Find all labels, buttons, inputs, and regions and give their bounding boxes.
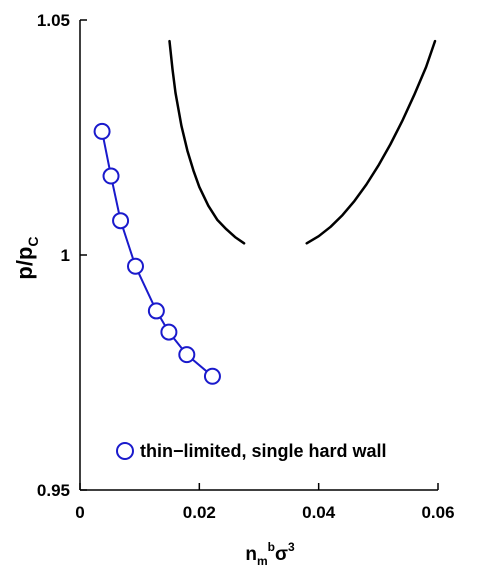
y-tick-label-0: 0.95 (37, 481, 70, 500)
x-tick-label-1: 0.02 (183, 503, 216, 522)
axes (79, 20, 438, 491)
series-0-point-5 (160, 323, 178, 341)
x-tick-label-0: 0 (75, 503, 84, 522)
series-0-point-0 (93, 122, 111, 140)
series-0-point-4 (147, 302, 165, 320)
legend: thin−limited, single hard wall (116, 441, 387, 461)
series-0-point-2 (112, 212, 130, 230)
x-tick-label-2: 0.04 (302, 503, 336, 522)
series-0-point-1 (102, 167, 120, 185)
x-axis-title-sup2: 3 (288, 540, 295, 554)
series-1-line (168, 39, 246, 245)
series-2-line (305, 39, 437, 245)
y-tick-label-1: 1 (61, 246, 70, 265)
legend-marker (116, 442, 134, 460)
series-0-point-3 (126, 257, 144, 275)
x-axis-title-sup1: b (268, 540, 275, 554)
x-axis-title-mid: σ (275, 544, 288, 565)
y-tick-label-2: 1.05 (37, 11, 70, 30)
y-axis-title-sub: C (25, 236, 41, 246)
y-axis-title: p/pC (12, 236, 41, 279)
ticks: 0 0.02 0.04 0.06 0.95 1 1.05 (37, 11, 455, 522)
series-0-point-6 (178, 346, 196, 364)
x-axis-title: nmbσ3 (245, 540, 295, 568)
x-axis-title-base: n (245, 544, 257, 565)
series-0-point-7 (203, 367, 221, 385)
series-layer (93, 39, 437, 385)
x-axis-title-sub: m (257, 554, 268, 568)
legend-label: thin−limited, single hard wall (140, 441, 387, 461)
series-0-line (101, 130, 214, 378)
y-axis-title-base: p/p (12, 247, 37, 280)
x-tick-label-3: 0.06 (421, 503, 454, 522)
